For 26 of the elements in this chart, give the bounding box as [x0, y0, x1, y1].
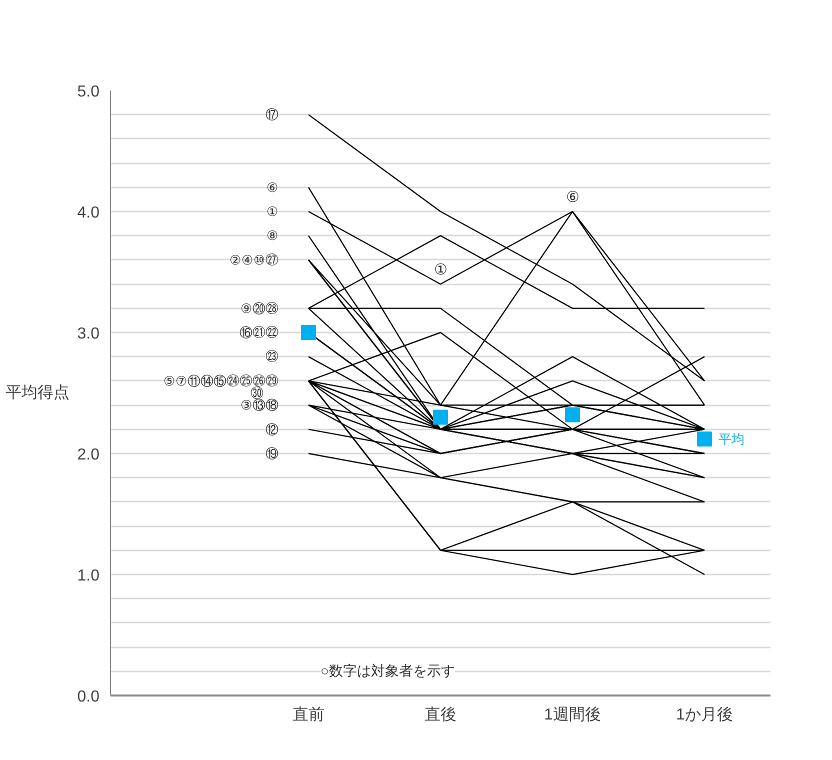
y-tick-label: 1.0	[77, 568, 100, 584]
annotation: ⑫	[266, 422, 278, 437]
annotation: ○数字は対象者を示す	[320, 662, 455, 678]
annotation: ⑥	[566, 189, 579, 206]
y-tick-label: 2.0	[77, 446, 100, 464]
x-tick-label: 直後	[424, 706, 456, 724]
annotation: ①	[434, 262, 447, 279]
annotation: ⑰	[266, 107, 278, 122]
annotation: ①	[266, 204, 278, 219]
annotation: ⑯㉑㉒	[240, 325, 278, 340]
x-tick-label: 1週間後	[544, 706, 601, 724]
y-tick-label: 0.0	[77, 688, 100, 706]
annotation: ②④⑩㉗	[230, 252, 278, 268]
annotation: ⑲	[266, 446, 278, 461]
annotation: ㉓	[266, 349, 278, 364]
y-axis-title: 平均得点	[5, 384, 70, 402]
series-label: 平均	[718, 431, 744, 446]
x-tick-label: 1か月後	[676, 706, 733, 724]
x-tick-label: 直前	[292, 706, 324, 724]
annotation: ⑥	[266, 180, 278, 195]
y-tick-label: 4.0	[77, 204, 100, 222]
y-tick-label: 5.0	[77, 84, 100, 100]
annotation: ⑨⑳㉘	[240, 300, 278, 316]
annotation: ⑧	[266, 228, 278, 244]
annotation: ③⑬⑱	[240, 398, 278, 413]
y-tick-label: 3.0	[77, 326, 100, 342]
